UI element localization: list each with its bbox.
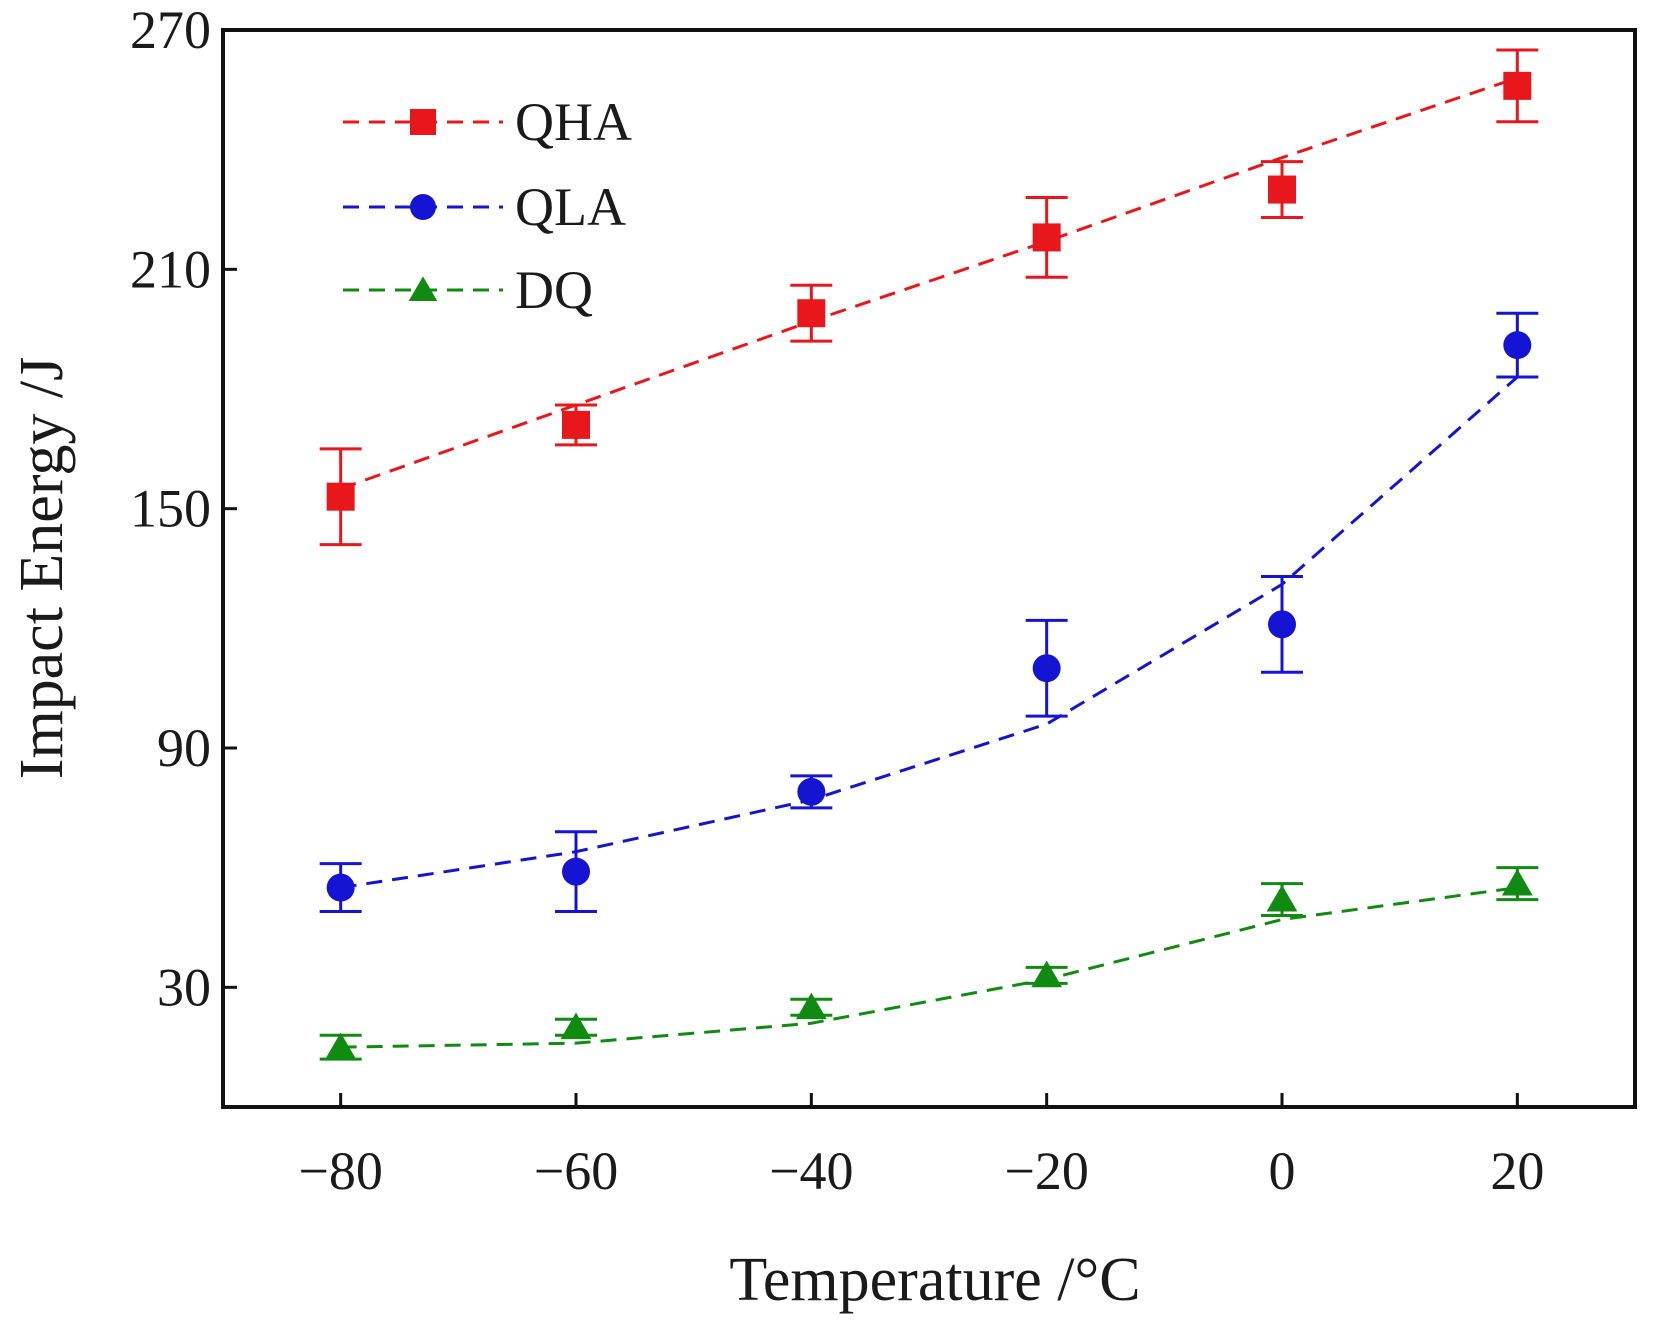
qla-data-point: [1032, 654, 1061, 683]
x-tick-label: −40: [769, 1141, 853, 1201]
qha-data-point: [1503, 71, 1532, 100]
qla-data-point: [1268, 610, 1296, 639]
dq-fit-line: [340, 886, 1518, 1049]
y-tick-label: 30: [157, 957, 211, 1017]
y-tick-label: 150: [130, 479, 211, 539]
legend-qla-marker: [410, 194, 436, 220]
x-axis-title: Temperature /°C: [729, 1246, 1140, 1314]
dq-data-point: [1031, 960, 1063, 988]
fit-lines-layer: [340, 76, 1519, 1049]
x-axis: −80 −60 −40 −20 0 20: [298, 1093, 1544, 1201]
x-tick-label: −20: [1004, 1141, 1088, 1201]
dq-data-point: [1501, 868, 1533, 896]
legend: QHA QLA DQ: [343, 92, 632, 320]
legend-dq-label: DQ: [515, 260, 593, 320]
legend-dq-marker: [408, 276, 438, 302]
x-tick-label: 0: [1269, 1141, 1296, 1201]
legend-qla-label: QLA: [515, 177, 626, 237]
qha-data-point: [797, 299, 826, 328]
qha-fit-line: [340, 76, 1518, 491]
dq-data-point: [325, 1032, 357, 1060]
markers-layer: [325, 71, 1533, 1060]
y-tick-label: 270: [130, 0, 211, 60]
plot-area-frame: [221, 28, 1637, 1109]
legend-qha-marker: [410, 109, 436, 135]
qha-data-point: [1032, 223, 1061, 252]
x-tick-label: 20: [1490, 1141, 1544, 1201]
dq-data-point: [1266, 884, 1298, 912]
error-bars-layer: [319, 48, 1539, 1061]
qla-data-point: [1503, 331, 1532, 360]
qla-data-point: [326, 873, 355, 902]
y-tick-label: 90: [157, 718, 211, 778]
qla-data-point: [562, 857, 590, 886]
x-tick-label: −80: [298, 1141, 382, 1201]
y-axis: 30 90 150 210 270: [130, 0, 237, 1017]
y-axis-title: Impact Energy /J: [8, 357, 76, 779]
qha-data-point: [562, 410, 590, 439]
qha-data-point: [1268, 175, 1296, 204]
dq-data-point: [795, 992, 827, 1020]
qla-fit-line: [340, 375, 1519, 890]
dq-data-point: [560, 1012, 592, 1040]
legend-qha-label: QHA: [515, 92, 632, 152]
y-tick-label: 210: [130, 239, 211, 299]
qha-data-point: [326, 482, 355, 511]
qla-data-point: [797, 777, 826, 806]
x-tick-label: −60: [534, 1141, 618, 1201]
